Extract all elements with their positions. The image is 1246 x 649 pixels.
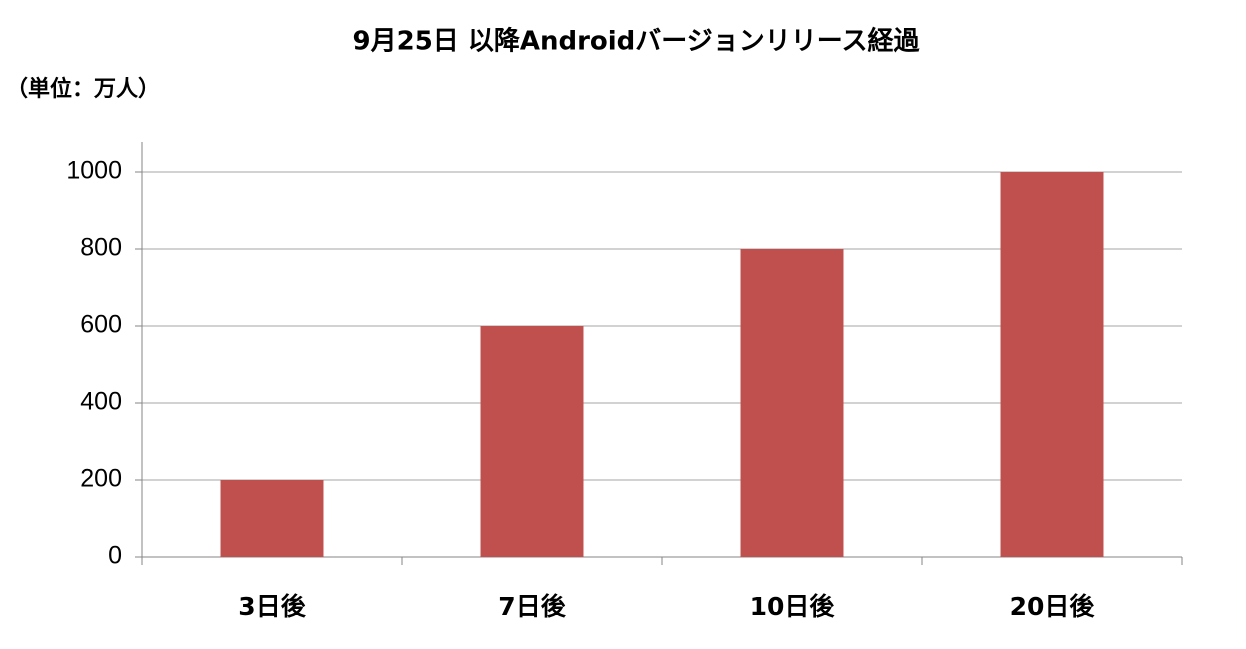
y-tick-label: 600 — [80, 311, 122, 339]
x-tick-label: 10日後 — [750, 592, 836, 621]
y-tick-label: 400 — [80, 388, 122, 416]
x-tick-label: 3日後 — [238, 592, 306, 621]
y-axis-label: （単位：万人） — [6, 76, 160, 102]
bar — [220, 480, 324, 557]
y-tick-label: 200 — [80, 465, 122, 493]
y-tick-label: 0 — [108, 542, 122, 570]
bar — [1000, 172, 1104, 557]
bar — [480, 326, 584, 557]
x-tick-label: 7日後 — [498, 592, 566, 621]
y-tick-label: 1000 — [66, 157, 122, 185]
bar — [740, 249, 844, 557]
x-tick-label: 20日後 — [1010, 592, 1096, 621]
y-tick-label: 800 — [80, 234, 122, 262]
chart-title: 9月25日 以降Androidバージョンリリース経過 — [353, 26, 921, 57]
